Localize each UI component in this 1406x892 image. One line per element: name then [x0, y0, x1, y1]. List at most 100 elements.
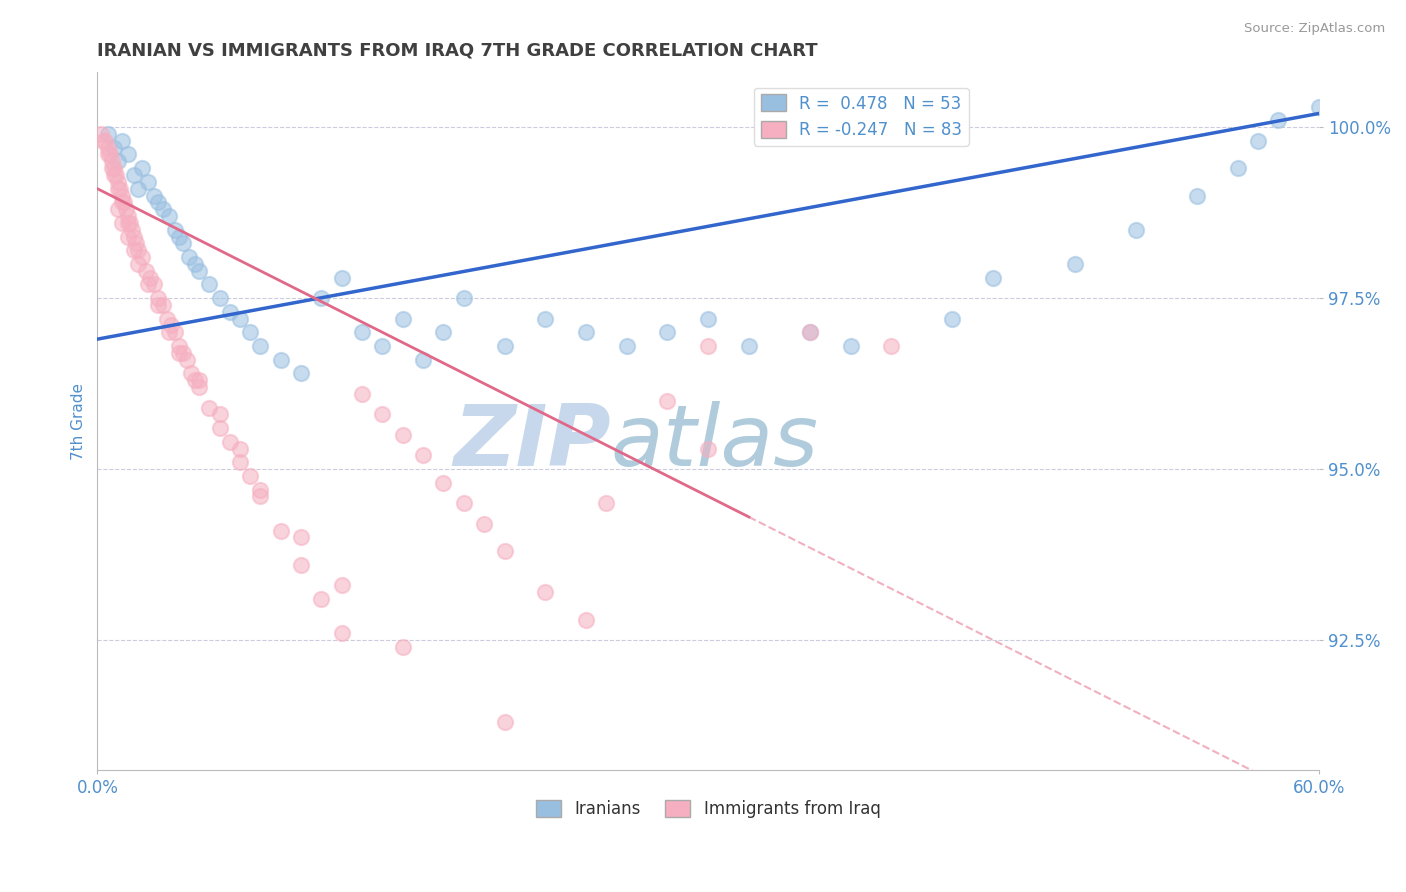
Point	[111, 188, 134, 202]
Point	[98, 147, 121, 161]
Text: atlas: atlas	[610, 401, 818, 483]
Point	[107, 202, 129, 217]
Point	[1125, 223, 1147, 237]
Point	[96, 147, 118, 161]
Point	[799, 326, 821, 340]
Point	[96, 141, 118, 155]
Point	[350, 387, 373, 401]
Point	[108, 182, 131, 196]
Text: Source: ZipAtlas.com: Source: ZipAtlas.com	[1244, 22, 1385, 36]
Point	[839, 339, 862, 353]
Point	[103, 161, 125, 176]
Point	[148, 291, 170, 305]
Point	[127, 244, 149, 258]
Point	[143, 188, 166, 202]
Point	[107, 175, 129, 189]
Point	[494, 715, 516, 730]
Point	[90, 127, 112, 141]
Point	[131, 161, 153, 176]
Point	[249, 339, 271, 353]
Point	[432, 475, 454, 490]
Point	[1185, 188, 1208, 202]
Point	[249, 490, 271, 504]
Point	[575, 326, 598, 340]
Point	[208, 421, 231, 435]
Point	[1226, 161, 1249, 176]
Point	[229, 311, 252, 326]
Point	[125, 236, 148, 251]
Point	[657, 393, 679, 408]
Point	[371, 339, 394, 353]
Point	[311, 291, 333, 305]
Point	[880, 339, 903, 353]
Point	[167, 346, 190, 360]
Point	[143, 277, 166, 292]
Point	[184, 257, 207, 271]
Y-axis label: 7th Grade: 7th Grade	[72, 383, 86, 459]
Point	[103, 141, 125, 155]
Point	[136, 277, 159, 292]
Point	[180, 367, 202, 381]
Point	[94, 134, 117, 148]
Point	[1247, 134, 1270, 148]
Point	[172, 346, 194, 360]
Point	[159, 318, 181, 333]
Point	[432, 326, 454, 340]
Point	[350, 326, 373, 340]
Point	[1267, 113, 1289, 128]
Point	[111, 134, 134, 148]
Point	[229, 442, 252, 456]
Point	[595, 496, 617, 510]
Point	[122, 168, 145, 182]
Point	[127, 257, 149, 271]
Point	[135, 264, 157, 278]
Point	[167, 229, 190, 244]
Point	[371, 408, 394, 422]
Point	[218, 434, 240, 449]
Point	[152, 298, 174, 312]
Point	[176, 352, 198, 367]
Point	[412, 352, 434, 367]
Point	[330, 626, 353, 640]
Point	[534, 311, 557, 326]
Point	[118, 216, 141, 230]
Point	[122, 229, 145, 244]
Point	[104, 168, 127, 182]
Point	[249, 483, 271, 497]
Point	[131, 250, 153, 264]
Point	[208, 408, 231, 422]
Point	[188, 373, 211, 387]
Point	[111, 216, 134, 230]
Point	[198, 401, 221, 415]
Point	[208, 291, 231, 305]
Point	[100, 154, 122, 169]
Point	[1308, 100, 1330, 114]
Point	[575, 613, 598, 627]
Point	[270, 524, 292, 538]
Point	[229, 455, 252, 469]
Point	[148, 298, 170, 312]
Point	[657, 326, 679, 340]
Point	[112, 195, 135, 210]
Point	[270, 352, 292, 367]
Point	[121, 223, 143, 237]
Point	[152, 202, 174, 217]
Point	[163, 223, 186, 237]
Point	[127, 182, 149, 196]
Point	[494, 339, 516, 353]
Point	[697, 311, 720, 326]
Point	[117, 147, 139, 161]
Legend: Iranians, Immigrants from Iraq: Iranians, Immigrants from Iraq	[529, 793, 887, 824]
Point	[155, 311, 177, 326]
Point	[412, 449, 434, 463]
Point	[96, 127, 118, 141]
Point	[290, 367, 312, 381]
Point	[239, 469, 262, 483]
Point	[157, 326, 180, 340]
Point	[1063, 257, 1085, 271]
Point	[453, 496, 475, 510]
Point	[391, 428, 413, 442]
Point	[218, 305, 240, 319]
Text: IRANIAN VS IMMIGRANTS FROM IRAQ 7TH GRADE CORRELATION CHART: IRANIAN VS IMMIGRANTS FROM IRAQ 7TH GRAD…	[97, 42, 818, 60]
Point	[697, 339, 720, 353]
